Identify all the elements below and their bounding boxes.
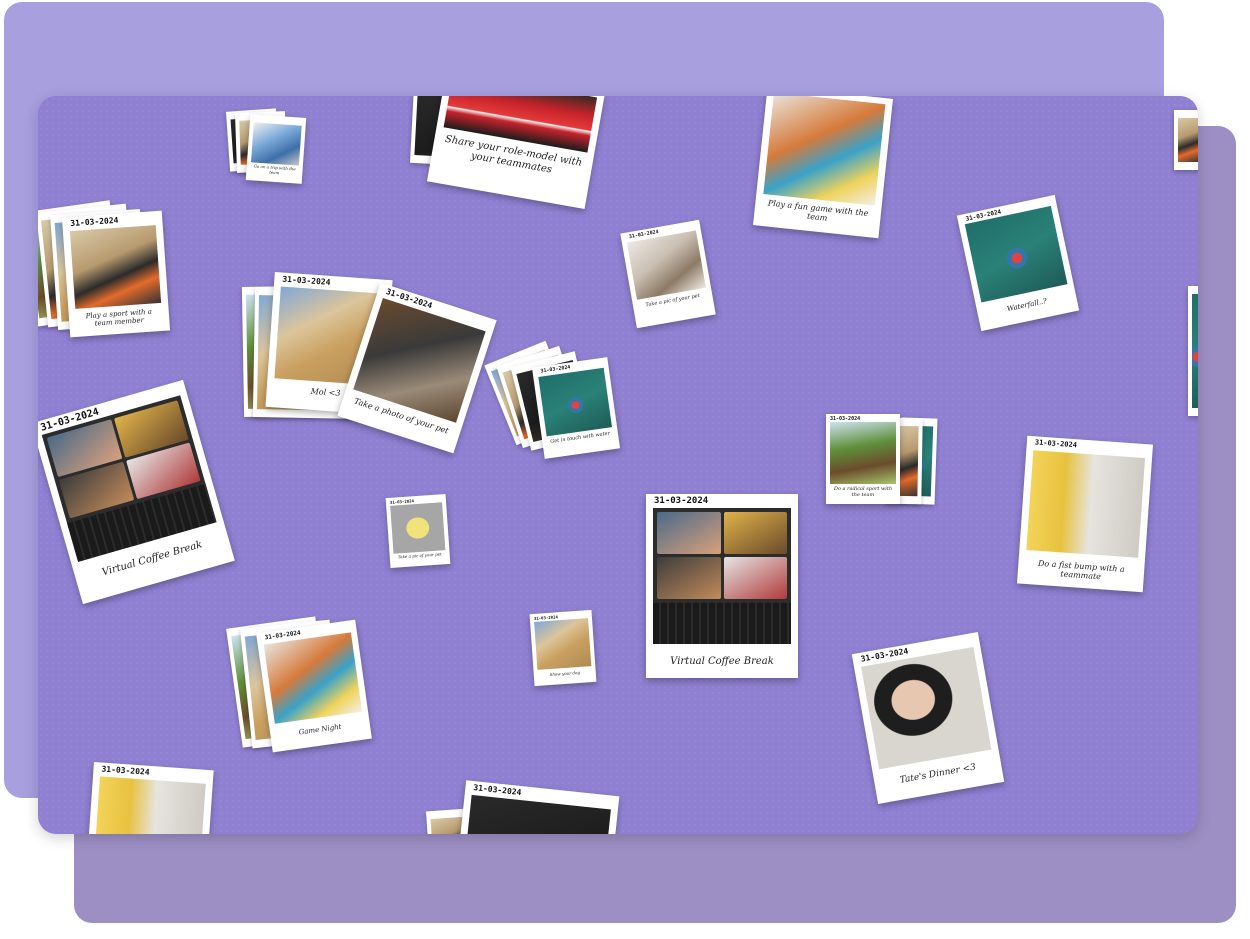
photo-card-bottom-center[interactable]: 31-03-2024	[454, 780, 620, 834]
photo-caption: Virtual Coffee Break	[670, 656, 774, 667]
photo-card-fist-bump[interactable]: 31-03-2024 Do a fist bump with a teammat…	[1016, 435, 1154, 593]
video-call-grid	[653, 508, 791, 603]
photo-image	[763, 96, 886, 206]
video-tile	[723, 557, 787, 600]
photo-card-fun-game[interactable]: Play a fun game with the team	[753, 96, 893, 239]
photo-card-role-model[interactable]: Share your role-model with your teammate…	[426, 96, 606, 209]
photo-card-radical-sport[interactable]: 31-03-2024 Do a radical sport with the t…	[826, 414, 900, 504]
photo-caption: Do a fist bump with a teammate	[1037, 558, 1125, 582]
photo-board[interactable]: Go on a trip with the team 31-03-2024 Pl…	[38, 96, 1198, 834]
photo-card-show-dog[interactable]: 31-03-2024 Show your dog	[529, 609, 597, 687]
photo-image	[462, 794, 611, 834]
photo-caption: Game Night	[298, 722, 342, 737]
photo-image	[251, 122, 302, 166]
photo-image	[653, 508, 791, 644]
stack-card	[1188, 286, 1198, 416]
photo-card-get-in-touch[interactable]: 31-03-2024 Get in touch with water	[531, 357, 621, 459]
photo-card-game-night[interactable]: 31-03-2024 Game Night	[256, 619, 372, 753]
photo-card-bird[interactable]: 31-03-2024 Take a pic of your pet	[385, 493, 451, 569]
photo-image	[861, 647, 992, 770]
photo-image	[964, 205, 1068, 303]
photo-card-trip-team[interactable]: Go on a trip with the team	[245, 114, 307, 184]
photo-image	[534, 618, 592, 670]
stack-card	[1174, 110, 1198, 170]
video-tile	[657, 512, 721, 555]
photo-date: 31-03-2024	[282, 274, 331, 287]
photo-date: 31-03-2024	[830, 416, 861, 422]
photo-caption: Take a pic of your pet	[397, 551, 442, 560]
photo-image	[390, 502, 446, 554]
photo-card-waterfall[interactable]: 31-03-2024 Waterfall..?	[956, 194, 1080, 332]
photo-image	[1026, 450, 1146, 558]
photo-card-bottom-left[interactable]: 31-03-2024	[86, 761, 214, 834]
photo-date: 31-03-2024	[654, 496, 709, 506]
photo-image	[538, 367, 613, 437]
photo-date: 31-03-2024	[101, 764, 150, 777]
photo-image	[93, 776, 206, 834]
photo-caption: Do a radical sport with the team	[833, 486, 893, 498]
photo-card-play-sport[interactable]: 31-03-2024 Play a sport with a team memb…	[61, 210, 171, 338]
photo-card-coffee-center[interactable]: 31-03-2024 Virtual Coffee Break	[646, 494, 798, 678]
photo-caption: Play a sport with a team member	[85, 307, 153, 328]
photo-caption: Go on a trip with the team	[253, 163, 296, 175]
photo-image	[626, 230, 706, 300]
photo-date: 31-03-2024	[1034, 438, 1078, 450]
photo-image	[263, 632, 363, 724]
laptop-keyboard	[653, 603, 791, 644]
video-tile	[657, 557, 721, 600]
photo-image	[69, 225, 162, 309]
video-tile	[723, 512, 787, 555]
photo-card-cat-pic[interactable]: 31-03-2024 Take a pic of your pet	[620, 219, 716, 329]
photo-date: 31-03-2024	[70, 215, 119, 229]
photo-image	[830, 422, 896, 484]
photo-caption: Show your dog	[549, 669, 581, 677]
photo-card-tates-dinner[interactable]: 31-03-2024 Tate's Dinner <3	[851, 632, 1005, 804]
photo-card-coffee-left[interactable]: 31-03-2024 Virtual Coffee Break	[38, 379, 235, 605]
